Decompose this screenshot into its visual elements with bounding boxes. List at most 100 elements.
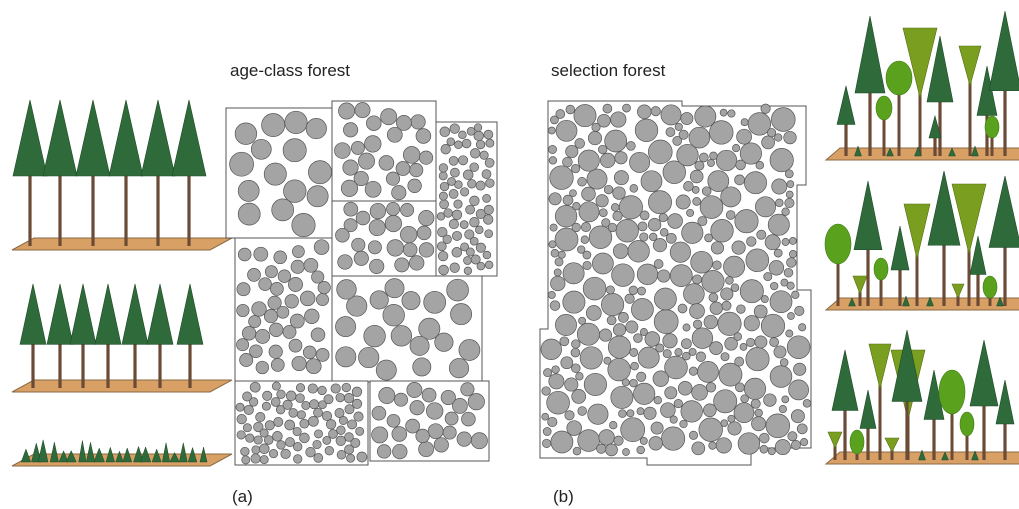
tree-crown-mark: [384, 278, 405, 299]
tree-crown-mark: [751, 416, 767, 432]
tree-crown-mark: [633, 333, 643, 343]
tree-crown-mark: [375, 359, 397, 381]
tree-crown-mark: [271, 381, 281, 391]
tree-crown-mark: [613, 170, 629, 186]
tree-crown-mark: [626, 141, 636, 151]
tree-crown-mark: [681, 338, 692, 350]
tree-crown-mark: [241, 326, 257, 341]
forest-stand: [225, 107, 334, 239]
tree-crown-mark: [549, 300, 561, 311]
tree-crown-mark: [386, 413, 401, 428]
tree-crown-mark: [736, 304, 746, 314]
tree-crown-mark: [559, 336, 570, 347]
tree-crown-mark: [574, 138, 585, 149]
tree-crown-mark: [542, 438, 552, 448]
tree-crown-mark: [275, 405, 286, 415]
tree-crown-mark: [664, 386, 678, 400]
tree-crown-mark: [578, 201, 600, 223]
tree-crown-mark: [551, 365, 560, 374]
tree-crown-mark: [423, 290, 447, 314]
tree-crown-mark: [760, 295, 769, 304]
tree-crown-mark: [761, 135, 775, 150]
sapling-icon: [996, 296, 1004, 307]
tree-crown-mark: [601, 218, 611, 228]
tree-crown-mark: [276, 440, 286, 450]
tree-crown-mark: [703, 314, 718, 330]
tree-crown-mark: [312, 439, 322, 450]
tree-crown-mark: [418, 441, 434, 458]
tree-crown-mark: [443, 208, 453, 218]
tree-crown-mark: [677, 381, 693, 396]
tree-crown-mark: [322, 436, 332, 445]
sapling-icon: [854, 145, 862, 157]
tree-crown-mark: [295, 393, 305, 403]
tree-crown-mark: [335, 227, 350, 243]
tree-crown-mark: [308, 160, 332, 185]
tree-crown-mark: [682, 351, 691, 361]
tree-crown-mark: [681, 221, 704, 244]
tree-crown-mark: [323, 394, 334, 405]
tree-crown-mark: [483, 204, 494, 215]
tree-crown-mark: [336, 425, 346, 435]
tree-crown-mark: [400, 225, 418, 244]
tree-crown-mark: [258, 277, 272, 291]
tree-crown-mark: [746, 337, 756, 347]
forest-stand: [234, 237, 333, 382]
tree-crown-mark: [784, 198, 795, 209]
tree-crown-mark: [690, 250, 713, 274]
tree-crown-mark: [673, 399, 683, 409]
tree-crown-mark: [739, 343, 748, 351]
conifer-tree-icon: [831, 349, 859, 460]
tree-crown-mark: [264, 420, 275, 431]
tree-crown-mark: [683, 283, 705, 305]
tree-crown-mark: [310, 327, 326, 343]
tree-crown-mark: [745, 347, 770, 372]
tree-crown-mark: [791, 290, 800, 299]
tree-crown-mark: [554, 227, 579, 252]
tree-crown-mark: [756, 229, 767, 240]
tree-crown-mark: [755, 196, 776, 218]
tree-crown-mark: [697, 361, 719, 383]
tree-crown-mark: [740, 118, 749, 127]
tree-crown-mark: [771, 178, 788, 195]
tree-crown-mark: [251, 445, 261, 455]
sapling-icon: [187, 446, 198, 463]
tree-crown-mark: [637, 346, 660, 369]
tree-crown-mark: [784, 169, 794, 179]
tree-crown-mark: [603, 356, 612, 365]
uneven-aged-stand-side-view-middle: [824, 170, 1019, 311]
tree-crown-mark: [284, 110, 308, 134]
inverted-cone-tree-icon: [868, 343, 892, 460]
tree-crown-mark: [458, 155, 469, 166]
tree-crown-mark: [485, 178, 495, 188]
tree-crown-mark: [783, 130, 797, 145]
tree-crown-mark: [790, 440, 801, 450]
tree-crown-mark: [366, 115, 382, 131]
tree-crown-mark: [269, 322, 284, 337]
sapling-icon: [31, 443, 42, 463]
tree-crown-mark: [343, 201, 359, 217]
tree-crown-mark: [313, 407, 323, 418]
sapling-icon: [78, 440, 87, 463]
tree-crown-mark: [597, 113, 611, 128]
tree-crown-mark: [251, 301, 267, 317]
tree-crown-mark: [325, 419, 337, 430]
tree-crown-mark: [336, 450, 347, 460]
tree-crown-mark: [392, 443, 408, 460]
tree-crown-mark: [313, 453, 324, 463]
tree-crown-mark: [394, 392, 408, 407]
tree-crown-mark: [299, 432, 310, 444]
tree-crown-mark: [282, 399, 293, 410]
tree-crown-mark: [450, 303, 473, 326]
tree-crown-mark: [718, 362, 743, 387]
tree-crown-mark: [580, 222, 592, 233]
tree-crown-mark: [763, 272, 773, 282]
tree-crown-mark: [767, 128, 777, 138]
conifer-tree-icon: [859, 389, 877, 460]
tree-crown-mark: [787, 312, 795, 320]
tree-crown-mark: [353, 170, 369, 187]
tree-crown-mark: [276, 389, 286, 399]
tree-crown-mark: [769, 290, 793, 314]
inverted-cone-tree-icon: [827, 431, 843, 460]
tree-crown-mark: [740, 394, 749, 403]
